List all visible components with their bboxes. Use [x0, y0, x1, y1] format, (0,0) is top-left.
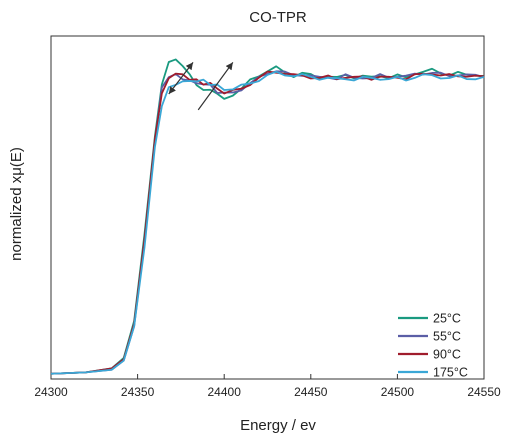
- series-line-55C: [50, 70, 485, 375]
- x-axis: 24300 24350 24400 24450 24500 24550: [34, 374, 501, 399]
- x-tick-label: 24350: [121, 385, 155, 399]
- annotation-layer: [168, 62, 234, 111]
- legend-label: 90°C: [433, 348, 461, 362]
- x-tick-label: 24450: [294, 385, 328, 399]
- x-tick-label: 24500: [381, 385, 415, 399]
- y-axis-label: normalized xμ(E): [8, 147, 25, 261]
- legend-label: 55°C: [433, 330, 461, 344]
- x-tick-label: 24400: [208, 385, 242, 399]
- x-axis-label: Energy / ev: [240, 417, 316, 434]
- chart-title: CO-TPR: [249, 9, 307, 26]
- series-line-90C: [50, 70, 485, 375]
- x-tick-label: 24300: [34, 385, 68, 399]
- plot-frame: [50, 35, 485, 380]
- x-tick-label: 24550: [467, 385, 501, 399]
- legend-label: 175°C: [433, 366, 468, 380]
- legend: 25°C 55°C 90°C 175°C: [398, 312, 468, 380]
- series-line-25C: [50, 58, 485, 375]
- annotation-arrow-2: [197, 62, 234, 111]
- series-line-175C: [50, 70, 485, 375]
- legend-label: 25°C: [433, 312, 461, 326]
- series-layer: [50, 58, 485, 375]
- annotation-arrow-1: [168, 62, 194, 95]
